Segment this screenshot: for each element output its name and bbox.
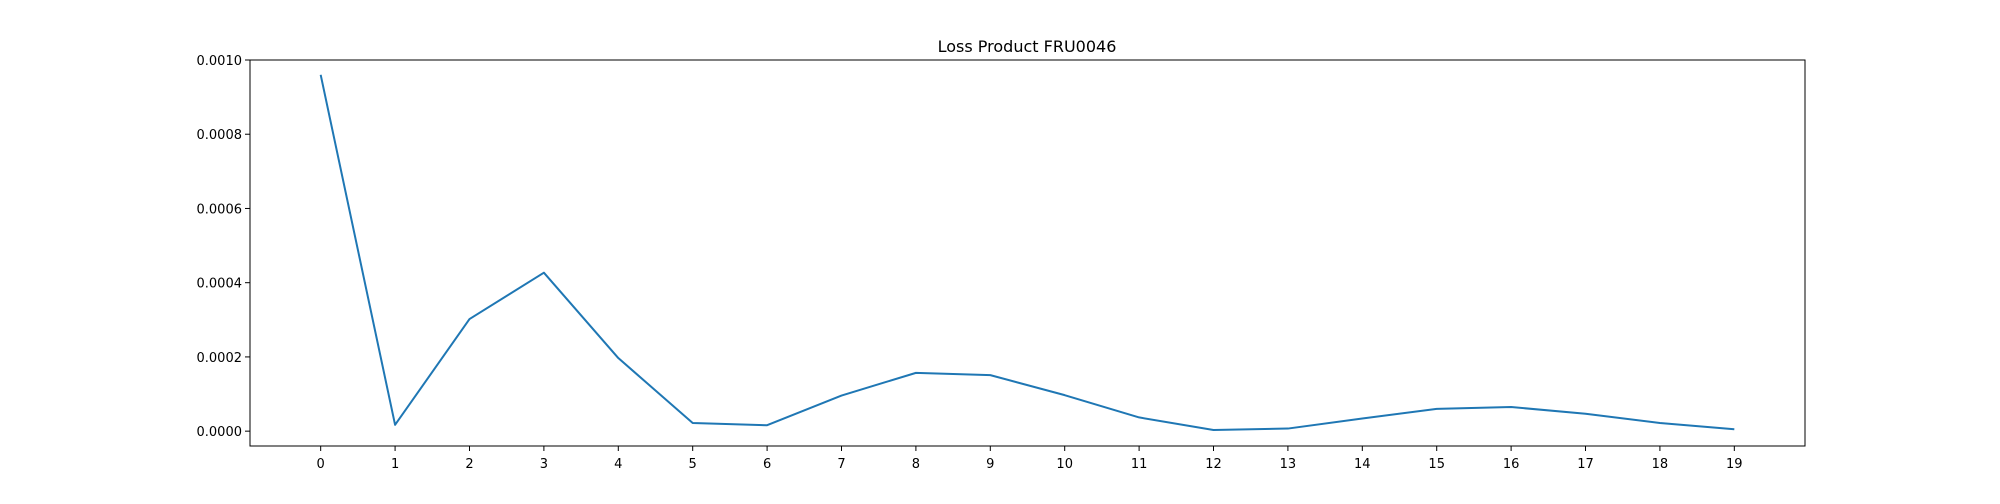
x-tick-label: 14	[1354, 457, 1371, 472]
x-tick-label: 17	[1577, 457, 1594, 472]
x-tick-label: 7	[837, 457, 845, 472]
plot-frame	[250, 60, 1805, 446]
x-tick-label: 16	[1503, 457, 1520, 472]
x-tick-label: 5	[689, 457, 697, 472]
x-tick-label: 11	[1131, 457, 1148, 472]
x-tick-label: 0	[317, 457, 325, 472]
x-tick-label: 1	[391, 457, 399, 472]
y-tick-label: 0.0010	[197, 54, 243, 69]
y-tick-label: 0.0006	[197, 202, 243, 217]
x-tick-label: 18	[1652, 457, 1669, 472]
x-tick-label: 2	[465, 457, 473, 472]
x-tick-label: 4	[614, 457, 622, 472]
x-tick-label: 10	[1056, 457, 1073, 472]
x-tick-label: 19	[1726, 457, 1743, 472]
y-axis: 0.0000 0.0002 0.0004 0.0006 0.0008 0.0010	[197, 54, 251, 440]
x-tick-label: 8	[912, 457, 920, 472]
y-tick-label: 0.0004	[197, 277, 243, 292]
x-tick-label: 6	[763, 457, 771, 472]
series-line	[321, 75, 1735, 430]
x-tick-label: 15	[1428, 457, 1445, 472]
chart-title: Loss Product FRU0046	[938, 37, 1117, 56]
y-tick-label: 0.0002	[197, 351, 243, 366]
y-tick-label: 0.0000	[197, 425, 243, 440]
y-tick-label: 0.0008	[197, 128, 243, 143]
series-layer	[321, 75, 1735, 430]
x-tick-label: 3	[540, 457, 548, 472]
x-tick-label: 12	[1205, 457, 1222, 472]
x-tick-label: 13	[1280, 457, 1297, 472]
x-tick-label: 9	[986, 457, 994, 472]
